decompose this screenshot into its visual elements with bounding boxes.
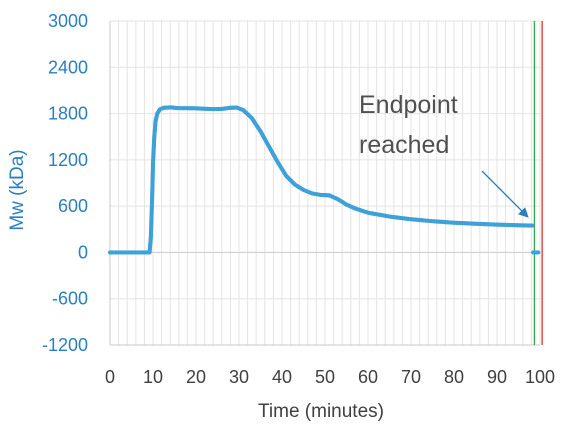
annotations: Endpoint reached: [359, 91, 529, 218]
x-tick-label: 70: [401, 367, 421, 387]
x-tick-label: 30: [229, 367, 249, 387]
grid: [109, 20, 541, 346]
y-tick-label: 3000: [48, 11, 88, 31]
x-tick-label: 50: [315, 367, 335, 387]
x-tick-label: 80: [444, 367, 464, 387]
data-point: [530, 223, 535, 228]
y-tick-label: -600: [52, 289, 88, 309]
y-tick-label: 1200: [48, 150, 88, 170]
x-tick-label: 90: [487, 367, 507, 387]
y-tick-label: 2400: [48, 57, 88, 77]
x-axis-title: Time (minutes): [258, 401, 384, 422]
x-tick-label: 10: [143, 367, 163, 387]
annotation-arrow: [481, 170, 529, 218]
axes: [109, 21, 540, 346]
y-tick-label: 600: [58, 196, 88, 216]
tick-labels: -1200 -600 0 600 1200 1800 2400 3000 0 10 20 30 40 50…: [42, 11, 555, 387]
vertical-lines: [533, 21, 543, 345]
x-tick-label: 60: [358, 367, 378, 387]
x-tick-label: 0: [105, 367, 115, 387]
annotation-text-line: reached: [359, 131, 449, 159]
data-series: [107, 105, 541, 255]
y-axis-title: Mw (kDa): [7, 149, 28, 230]
x-tick-label: 40: [272, 367, 292, 387]
y-tick-label: 0: [78, 242, 88, 262]
x-tick-label: 20: [186, 367, 206, 387]
y-tick-label: 1800: [48, 104, 88, 124]
annotation-text-line: Endpoint: [359, 91, 458, 119]
y-tick-label: -1200: [42, 335, 88, 355]
data-point-tail: [536, 250, 541, 255]
x-tick-label: 100: [525, 367, 555, 387]
